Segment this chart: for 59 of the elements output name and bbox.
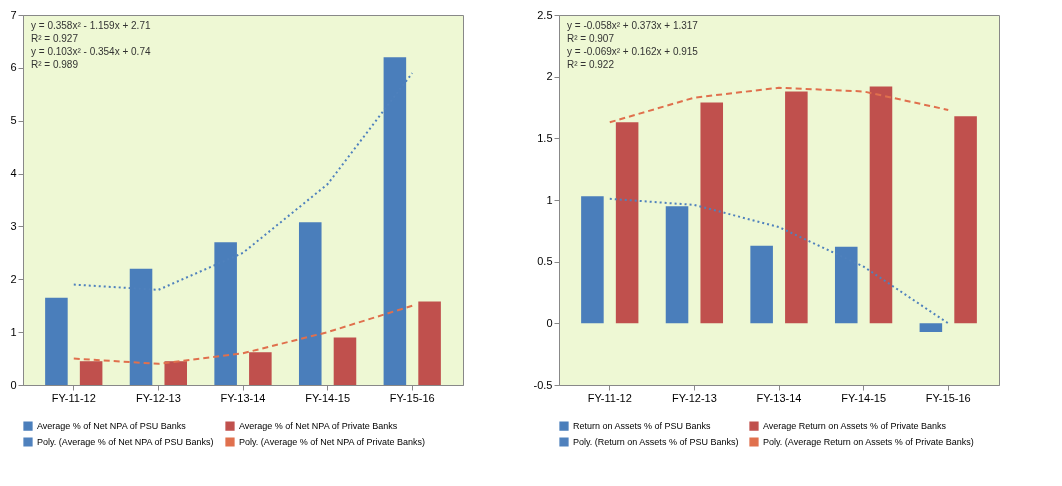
y-tick-label: 1 <box>10 325 17 338</box>
legend-label: Return on Assets % of PSU Banks <box>573 421 712 432</box>
bar <box>954 116 977 324</box>
legend-label: Poly. (Average % of Net NPA of PSU Banks) <box>37 437 214 447</box>
y-tick-label: 3 <box>10 219 17 232</box>
legend-label: Average % of Net NPA of PSU Banks <box>37 421 187 432</box>
annotation: R² = 0.989 <box>31 59 79 70</box>
annotation: y = -0.058x² + 0.373x + 1.317 <box>567 20 699 31</box>
y-tick-label: 2.5 <box>537 8 553 21</box>
line-series <box>72 304 414 365</box>
y-tick-label: 2 <box>546 70 553 83</box>
bar <box>45 297 68 385</box>
bar <box>79 361 103 385</box>
x-tick-label: FY-12-13 <box>671 391 717 404</box>
legend-label: Poly. (Return on Assets % of PSU Banks) <box>573 437 739 447</box>
bar <box>919 323 943 332</box>
x-tick-label: FY-11-12 <box>587 391 632 404</box>
y-tick-label: 1.5 <box>537 131 553 144</box>
line-series <box>608 86 950 124</box>
bar <box>700 102 724 324</box>
annotation: y = 0.103x² - 0.354x + 0.74 <box>31 46 151 57</box>
y-tick-label: 7 <box>10 8 17 21</box>
bar <box>333 337 357 385</box>
y-tick-label: -0.5 <box>533 378 553 391</box>
bar <box>750 245 773 324</box>
legend-label: Poly. (Average Return on Assets % of Private Banks) <box>763 437 974 447</box>
y-tick-label: 0 <box>10 378 17 391</box>
bar <box>249 352 272 385</box>
x-tick-label: FY-15-16 <box>925 391 971 404</box>
bar <box>869 86 893 324</box>
bar <box>164 361 188 385</box>
y-tick-label: 1 <box>546 193 553 206</box>
annotation: R² = 0.927 <box>31 33 79 44</box>
annotation: y = 0.358x² - 1.159x + 2.71 <box>31 20 151 31</box>
x-tick-label: FY-12-13 <box>135 391 181 404</box>
legend-label: Average % of Net NPA of Private Banks <box>239 421 398 432</box>
legend-label: Average Return on Assets % of Private Banks <box>763 421 947 432</box>
bar <box>298 222 322 385</box>
y-tick-label: 6 <box>10 61 17 74</box>
y-tick-label: 5 <box>10 114 17 127</box>
bar <box>581 196 604 324</box>
x-tick-label: FY-15-16 <box>389 391 435 404</box>
y-tick-label: 4 <box>10 167 17 180</box>
x-tick-label: FY-11-12 <box>51 391 96 404</box>
y-tick-label: 0 <box>546 316 553 329</box>
bar <box>418 301 441 385</box>
y-tick-label: 0.5 <box>537 255 553 268</box>
x-tick-label: FY-14-15 <box>305 391 351 404</box>
bar <box>615 122 639 324</box>
annotation: R² = 0.922 <box>567 59 615 70</box>
bar <box>785 91 808 324</box>
x-tick-label: FY-13-14 <box>756 391 802 404</box>
line-series <box>608 197 950 325</box>
legend-label: Poly. (Average % of Net NPA of Private Banks) <box>239 437 426 447</box>
y-tick-label: 2 <box>10 272 17 285</box>
x-tick-label: FY-14-15 <box>841 391 887 404</box>
annotation: R² = 0.907 <box>567 33 615 44</box>
x-tick-label: FY-13-14 <box>220 391 266 404</box>
annotation: y = -0.069x² + 0.162x + 0.915 <box>567 46 699 57</box>
